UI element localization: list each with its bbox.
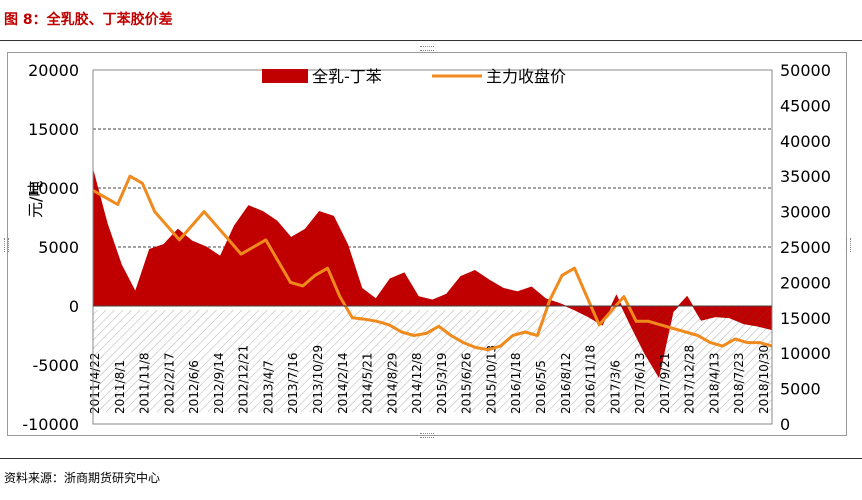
y-right-tick-label: 0 — [780, 415, 790, 434]
y-right-tick-label: 5000 — [780, 380, 821, 399]
x-label-band — [93, 310, 772, 412]
price-series — [92, 174, 773, 352]
figure-title: 图 8：全乳胶、丁苯胶价差 — [4, 12, 173, 28]
x-tick-label: 2011/8/1 — [113, 360, 127, 414]
y-left-tick-label: 5000 — [38, 238, 79, 257]
x-tick-label: 2014/8/29 — [385, 352, 399, 414]
axes: -10000 -5000 0 5000 10000 15000 20000 0 5000 1000… — [22, 61, 831, 434]
y-left-tick-label: 0 — [69, 297, 79, 316]
price-line — [92, 174, 773, 352]
x-tick-label: 2013/4/7 — [261, 360, 275, 414]
x-tick-label: 2018/10/30 — [757, 345, 771, 414]
y-right-tick-label: 10000 — [780, 344, 831, 363]
x-tick-label: 2012/6/6 — [187, 360, 201, 414]
x-tick-label: 2018/4/13 — [707, 352, 721, 414]
y-right-tick-label: 40000 — [780, 132, 831, 151]
top-rule — [0, 40, 862, 41]
x-tick-label: 2017/9/21 — [658, 352, 672, 414]
x-tick-label: 2016/5/5 — [534, 360, 548, 414]
y-left-tick-label: -5000 — [33, 356, 80, 375]
resize-handle-right[interactable] — [846, 238, 851, 252]
plot-area — [92, 69, 773, 425]
x-tick-label: 2011/4/22 — [88, 352, 102, 414]
x-tick-label: 2013/7/16 — [286, 352, 300, 414]
x-tick-label: 2011/11/8 — [138, 352, 152, 414]
spread-area — [92, 170, 773, 379]
y-right-tick-label: 15000 — [780, 309, 831, 328]
x-tick-label: 2017/12/28 — [683, 345, 697, 414]
y-right-tick-label: 50000 — [780, 61, 831, 80]
y-left-tick-label: 10000 — [28, 179, 79, 198]
y-right-tick-label: 35000 — [780, 167, 831, 186]
x-tick-label: 2017/3/6 — [608, 360, 622, 414]
x-tick-label: 2016/8/12 — [559, 352, 573, 414]
x-tick-label: 2012/2/17 — [162, 352, 176, 414]
x-tick-label: 2018/7/23 — [732, 352, 746, 414]
legend: 全乳-丁苯 主力收盘价 — [262, 67, 566, 86]
y-right-tick-label: 30000 — [780, 203, 831, 222]
x-tick-label: 2017/6/13 — [633, 352, 647, 414]
x-tick-label: 2013/10/29 — [311, 345, 325, 414]
spread-series — [92, 170, 773, 379]
x-tick-label: 2015/3/19 — [435, 352, 449, 414]
legend-swatch-spread — [262, 69, 308, 83]
y-left-tick-label: -10000 — [22, 415, 79, 434]
y-right-tick-label: 25000 — [780, 238, 831, 257]
x-tick-label: 2015/10/13 — [484, 345, 498, 414]
legend-label-spread: 全乳-丁苯 — [312, 67, 382, 86]
x-tick-label: 2016/1/18 — [509, 352, 523, 414]
legend-label-price: 主力收盘价 — [486, 67, 566, 86]
x-tick-label: 2016/11/18 — [584, 345, 598, 414]
x-axis-labels: 2011/4/22 2011/8/1 2011/11/8 2012/2/17 2012/… — [88, 310, 772, 414]
x-tick-label: 2014/2/14 — [336, 352, 350, 414]
x-tick-label: 2012/9/14 — [212, 352, 226, 414]
x-tick-label: 2014/12/8 — [410, 352, 424, 414]
y-left-tick-label: 20000 — [28, 61, 79, 80]
resize-handle-left[interactable] — [4, 238, 9, 252]
x-tick-label: 2012/12/21 — [237, 345, 251, 414]
x-tick-label: 2015/6/26 — [460, 352, 474, 414]
resize-handle-top[interactable] — [420, 46, 434, 51]
source-note: 资料来源：浙商期货研究中心 — [4, 471, 161, 485]
y-right-tick-label: 45000 — [780, 96, 831, 115]
bottom-rule — [0, 458, 862, 459]
y-axis-label: 元/吨 — [26, 181, 45, 218]
y-left-tick-label: 15000 — [28, 120, 79, 139]
y-right-tick-label: 20000 — [780, 273, 831, 292]
x-tick-label: 2014/5/21 — [361, 352, 375, 414]
resize-handle-bottom[interactable] — [420, 433, 434, 438]
grid-lines — [93, 128, 772, 248]
